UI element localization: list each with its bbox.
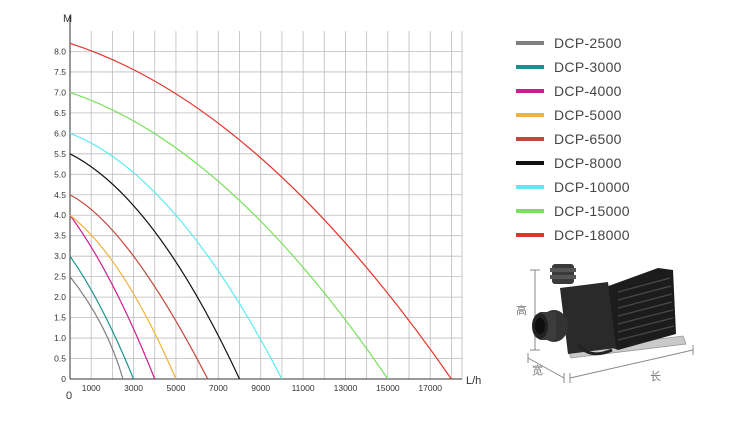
y-tick-label: 1.0 [54,333,66,343]
legend-swatch [516,161,544,165]
legend-item: DCP-6500 [516,127,696,151]
series-line-dcp-18000 [69,42,452,380]
tick-labels: 0 0.5 1.0 1.5 2.0 2.5 3.0 3.5 4.0 4.5 5.0 5.5 6.0 6.5… [54,46,442,393]
series-line-dcp-15000 [69,91,389,380]
y-tick-label: 6.5 [54,108,66,118]
legend-label: DCP-5000 [554,107,622,123]
legend-label: DCP-3000 [554,59,622,75]
y-tick-label: 5.0 [54,169,66,179]
y-tick-label: 7.5 [54,67,66,77]
dimension-lines [527,269,694,383]
legend-item: DCP-5000 [516,103,696,127]
length-label: 长 [650,370,661,383]
width-label: 宽 [532,363,543,377]
legend-label: DCP-18000 [554,227,630,243]
pump-illustration: 高 宽 长 [516,264,694,383]
axes [69,16,462,380]
legend: DCP-2500 DCP-3000 DCP-4000 DCP-5000 DCP-6500… [516,31,696,247]
x-tick-label: 3000 [124,383,143,393]
legend-item: DCP-15000 [516,199,696,223]
series-line-dcp-2500 [69,276,124,380]
legend-item: DCP-10000 [516,175,696,199]
series-line-dcp-8000 [69,153,241,380]
y-tick-label: 0.5 [54,354,66,364]
x-tick-label: 17000 [418,383,442,393]
legend-item: DCP-8000 [516,151,696,175]
legend-swatch [516,89,544,93]
legend-swatch [516,41,544,45]
y-tick-label: 6.0 [54,128,66,138]
legend-item: DCP-3000 [516,55,696,79]
legend-swatch [516,137,544,141]
y-tick-label: 4.0 [54,210,66,220]
legend-item: DCP-4000 [516,79,696,103]
y-axis-label: M [63,13,72,25]
legend-swatch [516,233,544,237]
y-tick-label: 7.0 [54,87,66,97]
series-line-dcp-10000 [69,132,283,380]
y-tick-label: 2.5 [54,272,66,282]
x-tick-label: 9000 [251,383,270,393]
x-tick-label: 15000 [376,383,400,393]
series-line-dcp-4000 [69,214,156,380]
x-tick-label: 5000 [166,383,185,393]
y-tick-label: 8.0 [54,46,66,56]
legend-label: DCP-8000 [554,155,622,171]
legend-item: DCP-2500 [516,31,696,55]
y-tick-label: 5.5 [54,149,66,159]
pump-body [532,264,687,359]
height-label: 高 [516,303,527,317]
legend-swatch [516,113,544,117]
legend-label: DCP-4000 [554,83,622,99]
origin-label: 0 [66,390,72,402]
legend-label: DCP-10000 [554,179,630,195]
y-tick-label: 1.5 [54,313,66,323]
legend-swatch [516,185,544,189]
y-tick-label: 3.5 [54,231,66,241]
series-line-dcp-3000 [69,255,135,380]
x-tick-label: 1000 [82,383,101,393]
y-tick-label: 2.0 [54,292,66,302]
x-axis-label: L/h [466,375,481,387]
y-tick-label: 3.0 [54,251,66,261]
x-tick-label: 13000 [334,383,358,393]
legend-label: DCP-15000 [554,203,630,219]
legend-swatch [516,65,544,69]
y-tick-label: 4.5 [54,190,66,200]
grid [70,31,463,379]
legend-swatch [516,209,544,213]
y-tick-label: 0 [61,374,66,384]
series-lines [69,42,452,380]
series-line-dcp-6500 [69,194,209,380]
x-tick-label: 7000 [209,383,228,393]
legend-item: DCP-18000 [516,223,696,247]
series-line-dcp-5000 [69,214,177,380]
legend-label: DCP-2500 [554,35,622,51]
legend-label: DCP-6500 [554,131,622,147]
x-tick-label: 11000 [292,383,315,393]
